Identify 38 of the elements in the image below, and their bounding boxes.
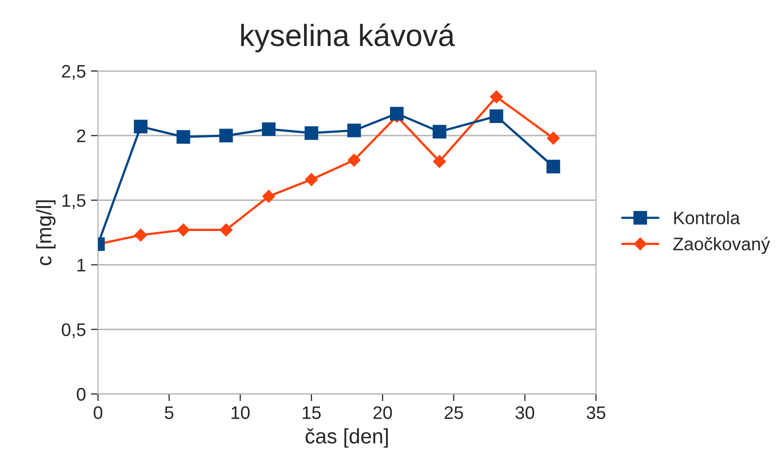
x-tick-label: 35 [586,406,606,420]
point [134,228,148,242]
legend-label: Zaočkovaný [673,236,770,254]
y-tick-label: 0,5 [62,323,86,338]
point [490,90,503,104]
point [219,128,233,142]
y-tick-label: 0 [76,388,86,401]
y-tick-label: 1 [78,258,86,272]
point [432,124,446,139]
point [433,154,446,168]
x-tick-label: 10 [232,406,250,420]
x-tick-label: 30 [516,406,534,420]
x-axis-title: čas [den] [306,428,388,448]
point [347,124,361,138]
point [546,160,560,174]
y-tick-label: 2 [77,130,86,142]
y-tick-label: 1,5 [62,194,86,210]
point [348,154,361,167]
point [304,126,318,140]
point [220,223,233,236]
point [176,223,190,236]
point [304,173,318,186]
point [262,190,276,203]
point [134,120,148,134]
y-axis-title: c [mg/l] [36,200,56,266]
legend-label: Kontrola [674,211,740,224]
point [176,130,190,144]
point [546,132,560,145]
x-tick-label: 20 [373,406,392,420]
x-tick-label: 0 [94,406,102,420]
point [390,106,404,120]
point [490,109,504,124]
x-tick-label: 15 [302,406,321,420]
point [262,122,276,136]
x-tick-label: 5 [164,406,174,420]
x-tick-label: 25 [444,406,463,420]
y-tick-label: 2,5 [62,64,86,80]
chart-title: kyselina kávová [241,24,455,52]
